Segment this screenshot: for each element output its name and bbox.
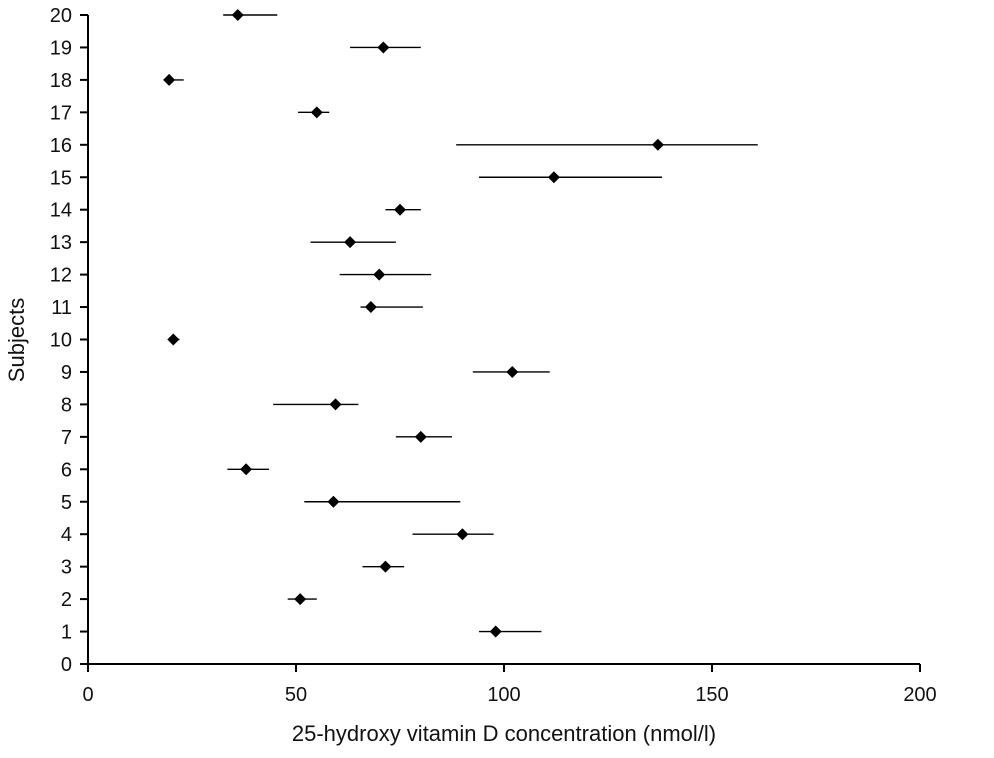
y-tick-label: 16 [50, 135, 72, 157]
data-point-marker [651, 138, 664, 151]
data-point-marker [240, 463, 253, 476]
data-point-marker [163, 73, 176, 86]
y-tick-label: 8 [61, 394, 72, 416]
y-tick-label: 11 [51, 297, 72, 319]
data-point-marker [506, 365, 519, 378]
data-point-marker [547, 171, 560, 184]
y-tick-label: 12 [50, 265, 72, 287]
data-point-marker [373, 268, 386, 281]
y-tick-label: 5 [61, 492, 72, 514]
data-point-marker [327, 495, 340, 508]
y-tick-label: 18 [50, 70, 72, 92]
y-tick-label: 15 [50, 167, 72, 189]
y-tick-label: 1 [61, 622, 72, 644]
y-tick-label: 17 [50, 102, 72, 124]
y-tick-label: 4 [61, 524, 72, 546]
y-tick-label: 6 [61, 459, 72, 481]
plot-area [163, 9, 758, 638]
y-tick-label: 2 [61, 589, 72, 611]
data-point-marker [379, 560, 392, 573]
x-tick-label: 100 [487, 684, 520, 706]
y-tick-label: 20 [50, 5, 72, 27]
data-point-marker [456, 528, 469, 541]
y-tick-label: 10 [50, 330, 72, 352]
y-tick-label: 19 [50, 37, 72, 59]
data-point-marker [294, 593, 307, 606]
data-point-marker [329, 398, 342, 411]
data-point-marker [377, 41, 390, 54]
y-tick-label: 9 [61, 362, 72, 384]
x-tick-label: 50 [285, 684, 307, 706]
data-point-marker [310, 106, 323, 119]
data-point-marker [364, 301, 377, 314]
y-tick-label: 7 [61, 427, 72, 449]
y-axis-title: Subjects [4, 298, 29, 382]
y-tick-label: 0 [61, 654, 72, 676]
data-point-marker [414, 430, 427, 443]
data-point-marker [489, 625, 502, 638]
data-point-marker [344, 236, 357, 249]
data-point-marker [167, 333, 180, 346]
x-tick-label: 0 [82, 684, 93, 706]
data-point-marker [394, 203, 406, 216]
y-tick-label: 14 [50, 200, 72, 222]
x-axis-ticks: 0 50 100 150 200 [82, 664, 937, 706]
x-tick-label: 200 [903, 684, 936, 706]
x-axis-title: 25-hydroxy vitamin D concentration (nmol… [292, 721, 716, 746]
y-tick-label: 13 [50, 232, 72, 254]
y-tick-label: 3 [61, 557, 72, 579]
x-tick-label: 150 [695, 684, 728, 706]
data-point-marker [231, 9, 244, 21]
